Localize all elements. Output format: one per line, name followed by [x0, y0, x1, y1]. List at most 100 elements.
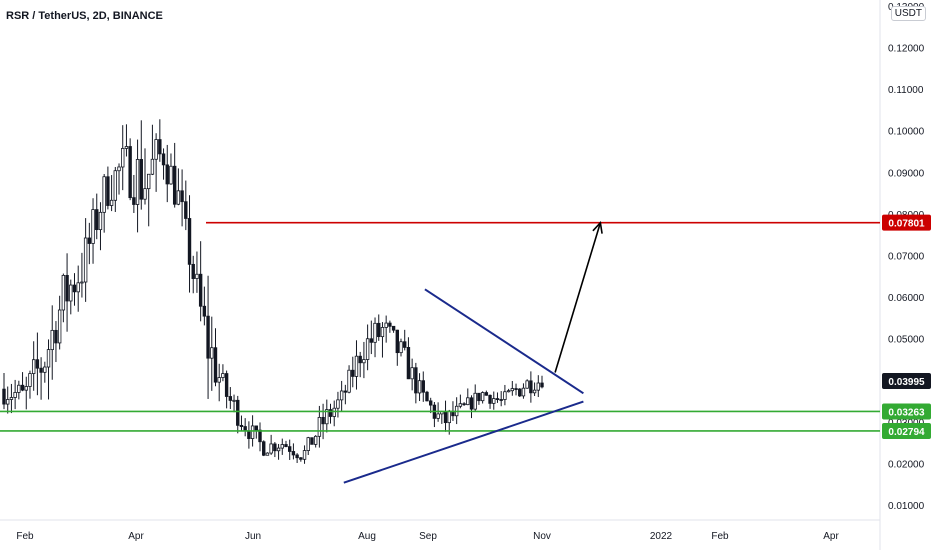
candle [187, 195, 192, 293]
candle [295, 453, 299, 463]
candle [224, 370, 229, 409]
candle [276, 443, 281, 460]
candle [172, 142, 177, 208]
breakout-arrow[interactable] [554, 222, 602, 373]
candle [262, 440, 266, 457]
candle [477, 392, 481, 405]
candle [347, 365, 351, 394]
candle [191, 255, 195, 294]
candle [469, 395, 474, 419]
candle [302, 445, 307, 464]
candle [217, 363, 221, 402]
candle [365, 324, 370, 371]
candle [299, 457, 303, 462]
candle [521, 383, 526, 399]
candle [57, 295, 62, 350]
candle [117, 163, 121, 195]
candle [106, 166, 110, 210]
time-tick-label: Aug [358, 531, 376, 542]
candle [440, 410, 444, 424]
candle [232, 394, 236, 413]
price-tick-label: 0.05000 [888, 335, 925, 346]
candle [536, 375, 540, 398]
candle [206, 275, 210, 399]
candle [417, 373, 422, 402]
candle [13, 379, 17, 410]
candle [540, 375, 544, 389]
currency-badge[interactable]: USDT [890, 6, 926, 21]
candle [395, 329, 399, 366]
candle [466, 388, 470, 406]
candle [46, 339, 51, 400]
candle [24, 376, 28, 410]
candle [2, 373, 6, 410]
time-tick-label: Feb [711, 531, 729, 542]
candle [280, 438, 284, 455]
candle [529, 371, 533, 403]
candle [488, 394, 492, 409]
candle [273, 442, 277, 458]
candle [339, 380, 344, 412]
candle [17, 380, 21, 400]
time-tick-label: Apr [128, 531, 144, 542]
candle [147, 173, 151, 227]
candle [109, 175, 114, 212]
candle [135, 139, 140, 233]
candle [236, 395, 240, 434]
candle [169, 153, 173, 185]
candle [484, 390, 489, 396]
candle [113, 167, 118, 212]
candle [43, 361, 47, 383]
candle [139, 120, 143, 210]
price-tick-label: 0.02000 [888, 460, 925, 471]
triangle-upper-trendline[interactable] [424, 288, 584, 395]
time-tick-label: Nov [533, 531, 551, 542]
candle [336, 391, 340, 418]
candle [228, 387, 233, 409]
candle [410, 358, 414, 391]
price-tick-label: 0.07000 [888, 252, 925, 263]
triangle-lower-trendline[interactable] [343, 400, 584, 484]
candle [503, 384, 507, 406]
candle [518, 388, 522, 398]
candle [421, 371, 425, 402]
candle [65, 253, 69, 332]
candle [91, 198, 95, 264]
price-tick-label: 0.06000 [888, 293, 925, 304]
candle [480, 391, 485, 404]
candle [35, 332, 40, 396]
candle [358, 351, 362, 378]
candle [317, 405, 322, 448]
candle [462, 402, 466, 406]
candle [213, 328, 218, 387]
candle [506, 388, 511, 393]
resistance-price-label: 0.07801 [882, 214, 931, 231]
candle [388, 320, 392, 333]
candle [287, 439, 292, 460]
candle [332, 400, 336, 427]
candle [514, 383, 518, 396]
candle [373, 317, 377, 358]
candle [95, 193, 99, 240]
candle [9, 383, 14, 414]
candle [6, 386, 10, 414]
candle [180, 169, 184, 227]
candle [473, 384, 477, 412]
candle [132, 174, 136, 213]
time-tick-label: Jun [245, 531, 261, 542]
candle [50, 305, 54, 380]
candle [425, 390, 429, 402]
candle [121, 125, 125, 191]
candle [369, 320, 374, 355]
candle [428, 397, 433, 414]
time-tick-label: 2022 [650, 531, 673, 542]
candle [54, 321, 58, 363]
price-tick-label: 0.10000 [888, 127, 925, 138]
price-tick-label: 0.09000 [888, 168, 925, 179]
chart-title: RSR / TetherUS, 2D, BINANCE [6, 10, 163, 22]
candle [161, 148, 166, 180]
support-price-label: 0.02794 [882, 422, 931, 439]
candle [39, 357, 43, 400]
candle [492, 391, 496, 410]
